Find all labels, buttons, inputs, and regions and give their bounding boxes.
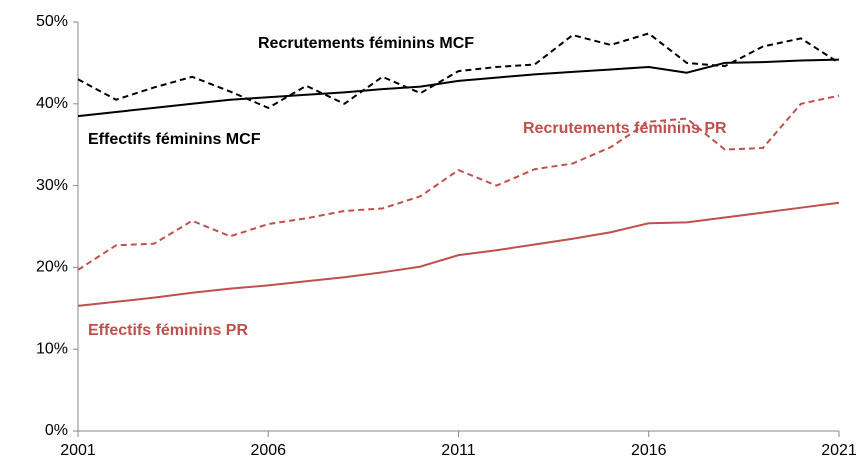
series-line — [77, 58, 840, 118]
x-tick-label: 2021 — [821, 442, 857, 459]
x-tick-label: 2011 — [441, 442, 476, 459]
series-label: Recrutements féminins PR — [523, 120, 727, 137]
series-label: Effectifs féminins PR — [88, 322, 248, 339]
series-line — [77, 201, 840, 307]
series-line — [77, 94, 840, 271]
series-label: Effectifs féminins MCF — [88, 131, 261, 148]
series-line — [77, 32, 840, 109]
x-tick-label: 2016 — [631, 442, 667, 459]
y-tick-label: 10% — [36, 340, 68, 357]
y-tick-label: 40% — [36, 95, 68, 112]
series-label: Recrutements féminins MCF — [258, 35, 474, 52]
y-tick-label: 0% — [45, 422, 68, 439]
y-tick-label: 50% — [36, 13, 68, 30]
y-tick-label: 30% — [36, 177, 68, 194]
x-tick-label: 2006 — [250, 442, 286, 459]
y-tick-label: 20% — [36, 259, 68, 276]
x-tick-label: 2001 — [60, 442, 96, 459]
